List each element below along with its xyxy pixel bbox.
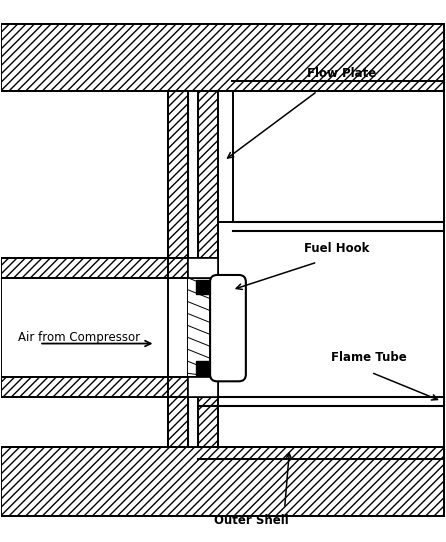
Bar [1,258,218,278]
Bar [188,258,218,278]
Bar [1,258,218,397]
Bar [196,280,222,294]
Bar [188,377,218,397]
FancyBboxPatch shape [210,275,246,382]
Bar [188,278,218,377]
Text: Flow Plate: Flow Plate [307,67,377,80]
Bar [1,377,218,397]
Bar [1,23,445,91]
Bar [198,91,218,447]
Text: Fuel Hook: Fuel Hook [305,242,370,255]
Bar [196,362,222,376]
Bar [1,447,445,517]
Text: Flame Tube: Flame Tube [331,351,407,364]
Text: Air from Compressor: Air from Compressor [18,331,140,344]
Bar [218,91,233,222]
Text: Outer Shell: Outer Shell [215,514,289,527]
Bar [188,91,198,447]
Bar [168,91,188,447]
